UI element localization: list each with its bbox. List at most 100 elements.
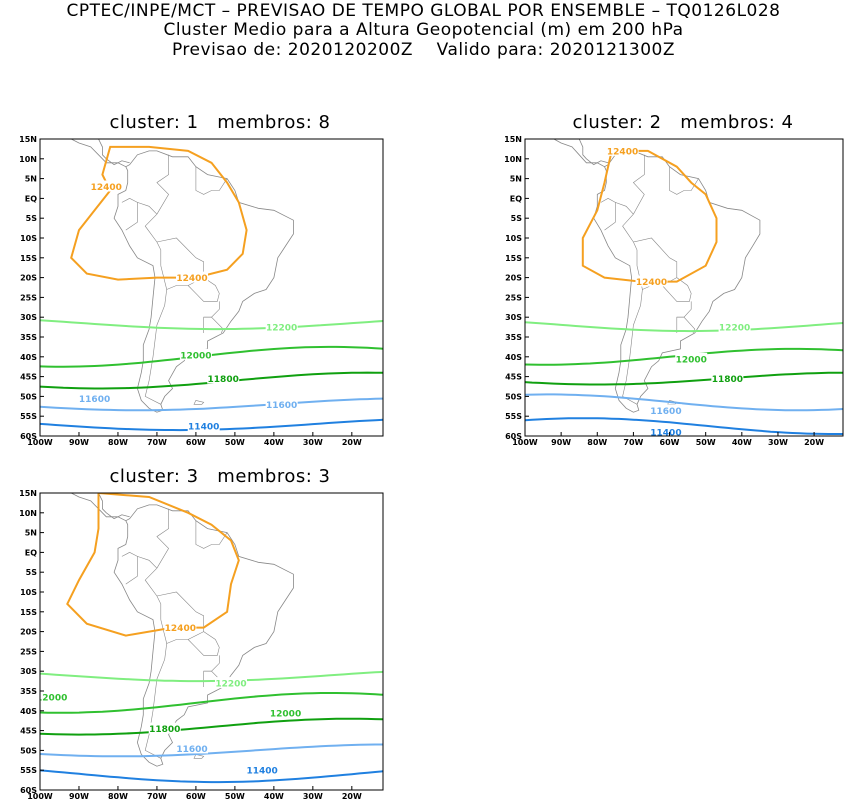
lat-tick-label: 35S xyxy=(20,333,37,342)
country-border xyxy=(144,289,167,405)
country-border xyxy=(604,202,616,231)
lon-tick-label: 80W xyxy=(108,438,128,447)
lat-tick-label: 5N xyxy=(25,529,37,538)
coastline-central-america xyxy=(578,139,609,166)
lat-tick-label: EQ xyxy=(25,194,37,203)
lat-tick-label: 50S xyxy=(20,392,37,401)
contour-line xyxy=(525,417,843,435)
lat-tick-label: 40S xyxy=(20,353,37,362)
contour-label-bg xyxy=(78,392,111,404)
country-border xyxy=(125,556,138,585)
country-border xyxy=(203,316,224,334)
country-border xyxy=(633,237,678,290)
lon-tick-label: 60W xyxy=(660,438,680,447)
lon-tick-label: 20W xyxy=(342,792,362,801)
contour-label-bg xyxy=(649,426,682,436)
contour-label-bg xyxy=(179,348,212,360)
country-border xyxy=(632,154,645,215)
lat-tick-label: 5S xyxy=(511,214,523,223)
country-border xyxy=(144,567,162,620)
country-border xyxy=(144,213,162,266)
lon-tick-label: 70W xyxy=(623,438,643,447)
map-panel-cluster-1: 12400 12400 12200 12000 11800 11600 11600 11400… xyxy=(19,135,384,447)
lat-tick-label: 30S xyxy=(20,667,37,676)
contour-label: 12000 xyxy=(270,709,301,719)
lon-tick-label: 40W xyxy=(264,438,284,447)
island-outline xyxy=(193,754,205,759)
country-border xyxy=(187,277,220,302)
lat-tick-label: 25S xyxy=(20,647,37,656)
contour-label: 11800 xyxy=(208,375,239,385)
contour-label: 11800 xyxy=(712,375,743,385)
lat-tick-label: 20S xyxy=(505,274,522,283)
country-border xyxy=(622,213,638,266)
contour-label-bg xyxy=(176,742,209,754)
lat-tick-label: 5N xyxy=(25,175,37,184)
lon-tick-label: 30W xyxy=(303,438,323,447)
lon-tick-label: 20W xyxy=(342,438,362,447)
contour-label-bg xyxy=(164,621,197,633)
map-frame xyxy=(524,138,844,437)
contour-label: 12200 xyxy=(215,680,246,690)
lat-tick-label: 45S xyxy=(20,373,37,382)
contour-label: 12400 xyxy=(91,183,122,193)
island-outline xyxy=(193,400,205,405)
lat-tick-label: 50S xyxy=(20,746,37,755)
lon-tick-label: 50W xyxy=(225,438,245,447)
contour-line xyxy=(40,769,383,784)
lat-tick-label: 30S xyxy=(505,313,522,322)
header-dates: Previsao de: 2020120200Z Valido para: 20… xyxy=(171,40,675,60)
lon-tick-label: 70W xyxy=(147,792,167,801)
lat-tick-label: 60S xyxy=(20,786,37,795)
country-border xyxy=(203,301,220,333)
contour-line xyxy=(40,717,383,736)
contour-label-bg xyxy=(265,321,298,333)
lon-tick-label: 90W xyxy=(69,792,89,801)
lat-tick-label: 5N xyxy=(510,175,522,184)
country-border xyxy=(195,520,228,549)
lat-tick-label: 15S xyxy=(20,608,37,617)
contour-line xyxy=(66,493,240,637)
contour-label-bg xyxy=(207,372,240,384)
lat-tick-label: 15S xyxy=(505,254,522,263)
lon-tick-label: 80W xyxy=(587,438,607,447)
lon-tick-label: 70W xyxy=(147,438,167,447)
lat-tick-label: 10N xyxy=(504,155,522,164)
contour-label-bg xyxy=(148,722,181,734)
contour-label: 12400 xyxy=(176,274,207,284)
lat-tick-label: 10N xyxy=(19,155,37,164)
contour-label-bg xyxy=(176,271,209,283)
panel-1-title: cluster: 1 membros: 8 xyxy=(109,112,331,133)
lat-tick-label: 25S xyxy=(505,293,522,302)
lon-tick-label: 60W xyxy=(186,792,206,801)
map-panel-cluster-2: 12400 12400 12200 12000 11800 11600 11400 15N 10… xyxy=(504,135,844,447)
country-border xyxy=(156,508,169,569)
lon-tick-label: 90W xyxy=(69,438,89,447)
lon-tick-label: 50W xyxy=(225,792,245,801)
panel-2-title: cluster: 2 membros: 4 xyxy=(572,112,794,133)
contour-label-bg xyxy=(606,144,639,156)
lon-tick-label: 30W xyxy=(768,438,788,447)
lat-tick-label: 55S xyxy=(505,412,522,421)
country-border xyxy=(622,289,643,405)
lon-tick-label: 90W xyxy=(551,438,571,447)
country-border xyxy=(662,277,692,302)
lat-tick-label: 25S xyxy=(20,293,37,302)
header-subtitle: Cluster Medio para a Altura Geopotencial… xyxy=(163,20,684,40)
country-border xyxy=(669,166,699,195)
contour-line xyxy=(40,397,383,412)
lat-tick-label: 10N xyxy=(19,509,37,518)
country-border xyxy=(195,166,228,195)
lat-tick-label: 35S xyxy=(505,333,522,342)
contour-label-bg xyxy=(214,677,247,689)
lat-tick-label: 55S xyxy=(20,766,37,775)
contour-label-bg xyxy=(718,321,751,333)
country-border xyxy=(676,301,692,333)
country-border xyxy=(600,198,634,215)
contour-line xyxy=(40,743,383,758)
contour-label: 11600 xyxy=(650,407,681,417)
country-border xyxy=(187,631,220,656)
map-frame xyxy=(39,492,384,791)
contour-label: 11600 xyxy=(79,395,110,405)
lat-tick-label: 30S xyxy=(20,313,37,322)
